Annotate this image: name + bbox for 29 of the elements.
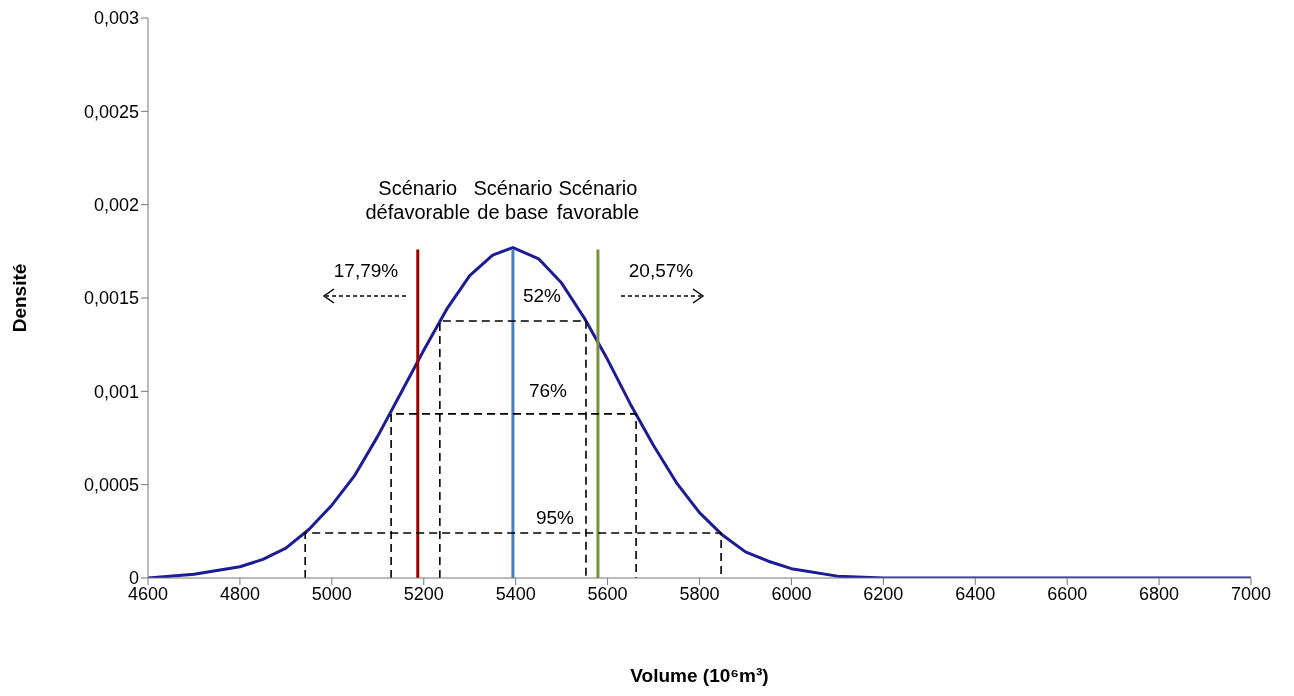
y-tick-label: 0,0015 — [83, 288, 139, 309]
x-tick-label: 6200 — [863, 583, 904, 604]
annotation: 52% — [522, 285, 562, 307]
x-tick-label: 5000 — [311, 583, 352, 604]
y-axis-title: Densité — [9, 263, 30, 333]
x-tick-label: 5800 — [679, 583, 720, 604]
text: Scénario défavorable — [365, 177, 471, 224]
annotation: 20,57% — [628, 260, 694, 282]
x-tick-label: 6400 — [955, 583, 996, 604]
y-tick-label: 0,002 — [93, 195, 139, 216]
x-tick-label: 5200 — [403, 583, 444, 604]
x-tick-label: 6000 — [771, 583, 812, 604]
annotation: 17,79% — [333, 260, 399, 282]
y-tick-label: 0,0025 — [83, 101, 139, 122]
x-axis-title: Volume (10⁶m³) — [630, 665, 769, 686]
annotation: 76% — [528, 380, 568, 402]
x-tick-label: 4800 — [219, 583, 260, 604]
x-tick-label: 4600 — [127, 583, 169, 604]
x-tick-label: 6800 — [1139, 583, 1180, 604]
x-tick-label: 6600 — [1047, 583, 1088, 604]
text: Scénario favorable — [556, 177, 640, 224]
annotation: 95% — [535, 507, 575, 529]
x-tick-label: 7000 — [1230, 583, 1272, 604]
y-tick-label: 0,003 — [93, 8, 139, 29]
text: Scénario de base — [473, 177, 553, 224]
y-tick-label: 0,0005 — [83, 475, 139, 496]
y-tick-label: 0,001 — [93, 381, 139, 402]
x-tick-label: 5400 — [495, 583, 536, 604]
x-tick-label: 5600 — [587, 583, 628, 604]
